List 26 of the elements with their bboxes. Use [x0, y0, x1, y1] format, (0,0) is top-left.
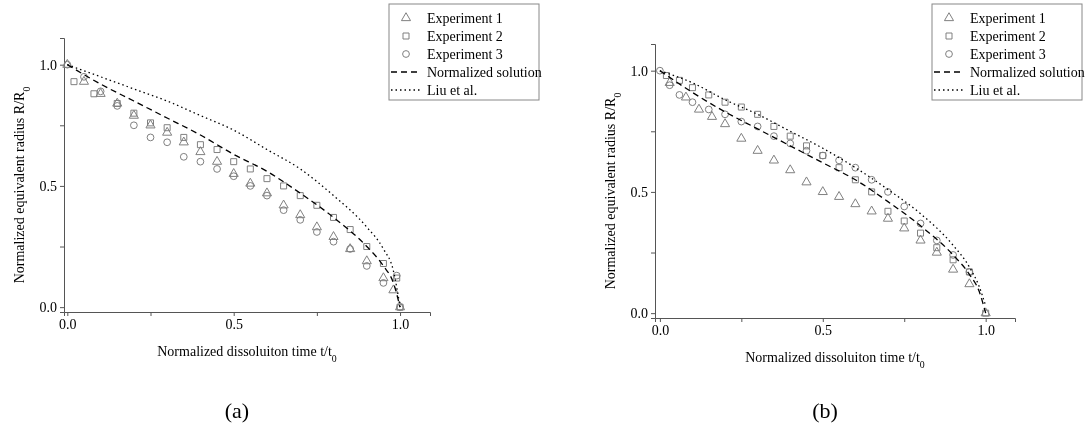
x-axis-title: Normalized dissoluiton time t/t$_{0}$: [157, 344, 337, 364]
x-axis-title: Normalized dissoluiton time t/t$_{0}$: [745, 350, 925, 370]
y-tick-label: 0.5: [39, 178, 57, 194]
y-tick-label: 1.0: [630, 63, 648, 79]
legend-label: Experiment 3: [427, 47, 503, 62]
legend-label: Experiment 1: [970, 11, 1046, 26]
legend-label: Experiment 2: [427, 29, 503, 44]
legend-label: Experiment 1: [427, 11, 503, 26]
legend-label: Experiment 2: [970, 29, 1046, 44]
legend-label: Experiment 3: [970, 47, 1046, 62]
legend-label: Liu et al.: [970, 83, 1021, 98]
x-tick-label: 0.0: [651, 322, 670, 338]
legend-label: Liu et al.: [427, 83, 478, 98]
x-tick-label: 1.0: [391, 316, 410, 332]
legend-label: Normalized solution: [970, 65, 1085, 80]
x-tick-label: 0.5: [225, 316, 243, 332]
x-tick-label: 1.0: [977, 322, 995, 338]
y-tick-label: 0.0: [630, 306, 648, 322]
text: (b): [812, 398, 838, 423]
y-tick-label: 0.0: [39, 300, 57, 316]
x-tick-label: 0.5: [814, 322, 833, 338]
x-tick-label: 0.0: [59, 316, 77, 332]
y-tick-label: 0.5: [630, 184, 648, 200]
y-tick-label: 1.0: [39, 57, 57, 73]
text: (a): [224, 398, 250, 423]
legend-label: Normalized solution: [427, 65, 542, 80]
